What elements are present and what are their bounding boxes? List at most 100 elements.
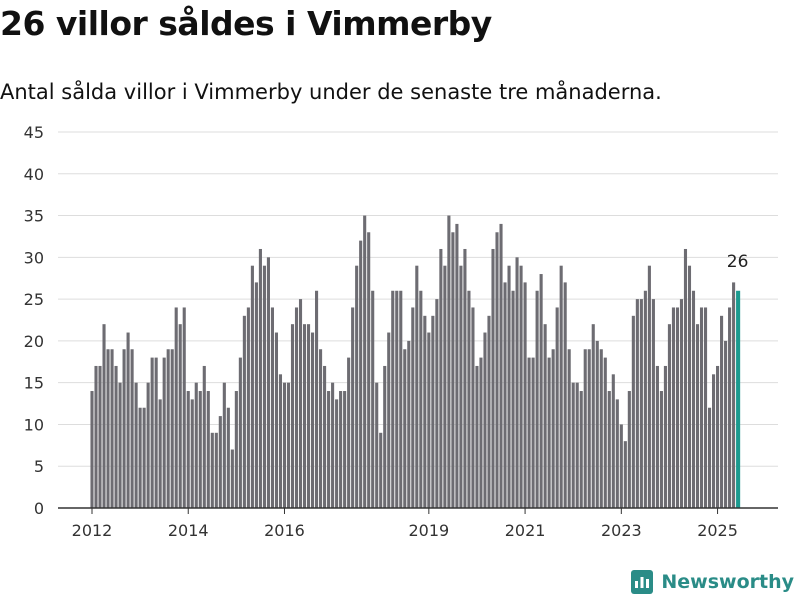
bar — [351, 307, 355, 508]
bar — [499, 223, 503, 508]
bar — [290, 324, 295, 508]
bar-highlight — [736, 290, 741, 508]
bar — [94, 365, 98, 508]
bar — [495, 232, 499, 508]
bar — [162, 357, 166, 508]
y-tick-label: 15 — [24, 374, 44, 393]
bar — [110, 349, 114, 508]
bar — [218, 416, 222, 508]
bar — [319, 349, 323, 508]
x-tick-label: 2012 — [72, 521, 113, 540]
bar — [343, 391, 347, 508]
bar — [294, 307, 299, 508]
bar — [455, 223, 459, 508]
bar — [222, 382, 226, 508]
bar — [371, 290, 375, 508]
bar — [226, 407, 230, 508]
newsworthy-logo: Newsworthy — [631, 570, 794, 594]
bar — [431, 315, 435, 508]
bar — [643, 290, 647, 508]
bar — [266, 257, 270, 508]
bar — [379, 432, 383, 508]
bar — [619, 424, 623, 508]
x-tick-label: 2014 — [168, 521, 209, 540]
bar — [615, 399, 619, 508]
bar — [679, 299, 684, 508]
bar — [395, 290, 399, 508]
bar — [327, 391, 331, 508]
bar — [579, 391, 583, 508]
bar — [651, 299, 655, 508]
bar — [194, 382, 198, 508]
bar — [142, 407, 146, 508]
bar — [407, 340, 411, 508]
bar — [423, 315, 427, 508]
bar — [491, 248, 495, 508]
x-tick-label: 2016 — [264, 521, 305, 540]
bar — [720, 315, 724, 508]
bar — [375, 382, 379, 508]
bar — [487, 315, 491, 508]
bar — [214, 432, 218, 508]
bar — [238, 357, 242, 508]
bar — [683, 248, 688, 508]
newsworthy-logo-text: Newsworthy — [661, 571, 794, 593]
bar — [146, 382, 150, 508]
bar — [575, 382, 579, 508]
bar — [511, 290, 515, 508]
chart-subtitle: Antal sålda villor i Vimmerby under de s… — [0, 80, 662, 104]
bar — [732, 282, 736, 508]
bar — [667, 324, 671, 508]
bar — [724, 340, 728, 508]
bar — [591, 324, 595, 508]
bar — [363, 215, 367, 509]
bar — [555, 307, 559, 508]
bar — [178, 324, 182, 508]
y-tick-label: 5 — [34, 457, 44, 476]
bar — [695, 324, 700, 508]
y-tick-label: 40 — [24, 165, 44, 184]
bar — [599, 349, 603, 508]
bar — [707, 407, 712, 508]
bar — [278, 374, 283, 508]
newsworthy-logo-icon — [631, 570, 654, 594]
bar — [186, 391, 190, 508]
bar — [118, 382, 122, 508]
bar — [451, 232, 455, 508]
bar — [254, 282, 258, 508]
bar — [282, 382, 287, 508]
x-tick-label: 2019 — [408, 521, 449, 540]
bar — [595, 340, 599, 508]
bar — [182, 307, 186, 508]
bar — [114, 365, 118, 508]
bar — [523, 282, 527, 508]
bar — [459, 265, 463, 508]
bar — [712, 374, 716, 508]
bar — [627, 391, 631, 508]
bar — [559, 265, 563, 508]
bar — [230, 449, 234, 508]
y-tick-label: 30 — [24, 248, 44, 267]
bar — [507, 265, 511, 508]
bar — [331, 382, 335, 508]
bar — [483, 332, 487, 508]
bar — [391, 290, 395, 508]
bar — [443, 265, 447, 508]
bar — [716, 365, 720, 508]
bar — [567, 349, 571, 508]
bar — [190, 399, 194, 508]
bar — [463, 248, 467, 508]
bar — [403, 349, 407, 508]
bar — [106, 349, 110, 508]
y-tick-label: 45 — [24, 123, 44, 142]
bar — [551, 349, 555, 508]
bar — [607, 391, 611, 508]
bar — [166, 349, 170, 508]
bar — [150, 357, 154, 508]
bar — [210, 432, 214, 508]
bar — [531, 357, 535, 508]
bar — [126, 332, 130, 508]
bar — [519, 265, 523, 508]
bar — [138, 407, 142, 508]
